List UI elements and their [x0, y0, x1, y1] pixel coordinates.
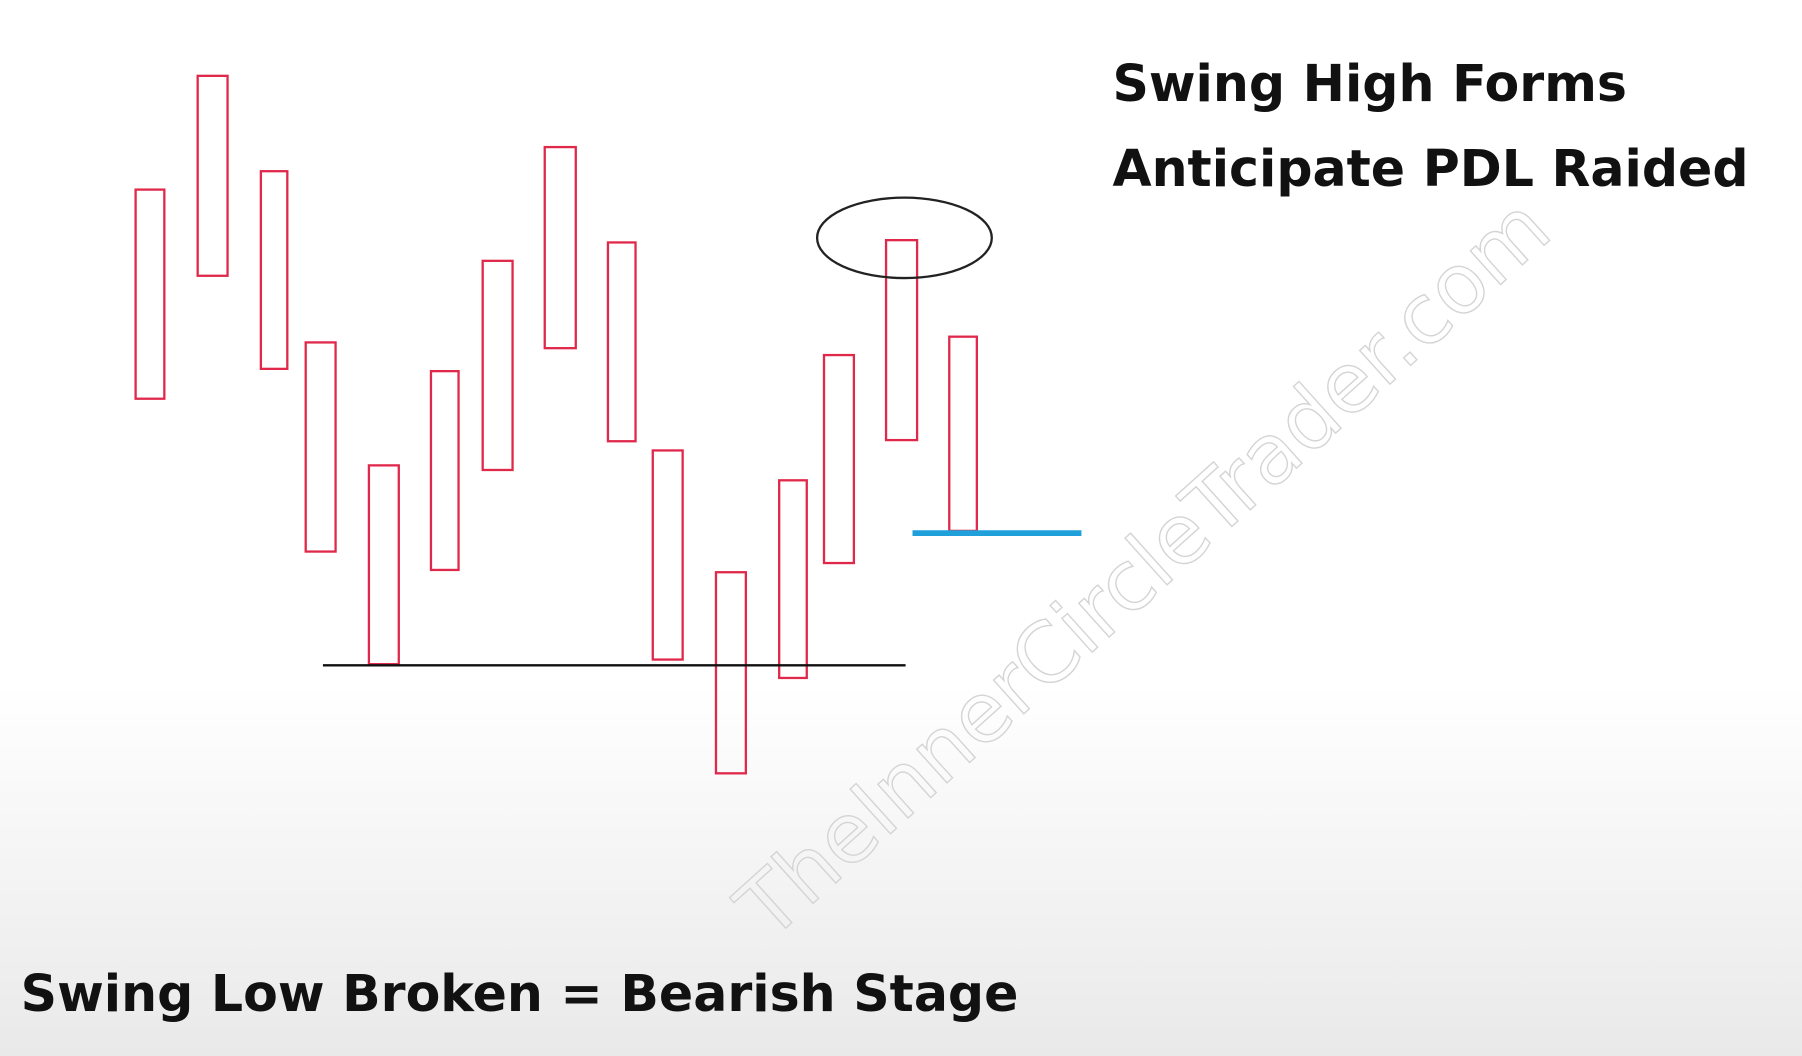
- price-bar: [196, 74, 229, 277]
- price-bar: [884, 239, 919, 442]
- price-bar: [778, 479, 808, 680]
- price-bar: [651, 449, 684, 661]
- price-bar: [822, 353, 856, 565]
- price-bar: [606, 241, 637, 443]
- price-bar: [714, 571, 748, 775]
- price-bar: [259, 170, 289, 371]
- annotation: Anticipate PDL Raided: [1112, 139, 1748, 198]
- price-bar: [543, 145, 577, 350]
- price-bar: [304, 341, 337, 553]
- price-bar: [429, 370, 460, 572]
- annotation: Swing High Forms: [1112, 54, 1627, 113]
- price-bar: [481, 259, 514, 472]
- price-bar: [134, 188, 166, 400]
- annotation: Swing Low Broken = Bearish Stage: [21, 964, 1019, 1023]
- swing-high-circle: [815, 196, 993, 280]
